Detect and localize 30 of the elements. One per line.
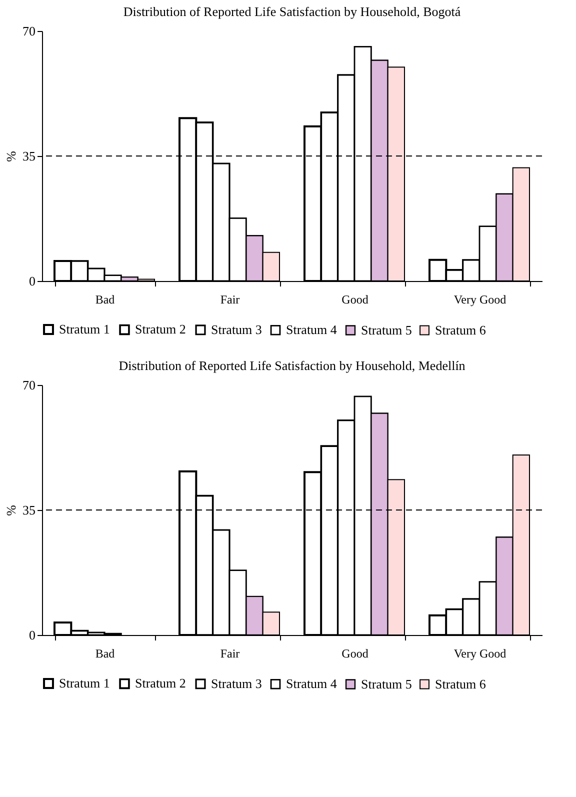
legend-label: Stratum 5: [361, 322, 412, 338]
y-axis-title: %: [4, 150, 18, 162]
x-tick-label: Fair: [220, 646, 240, 660]
legend-label: Stratum 3: [211, 322, 262, 337]
chart-title: Distribution of Reported Life Satisfaction by Household, Bogotá: [123, 4, 461, 19]
x-tick-label: Good: [342, 292, 368, 306]
legend-label: Stratum 2: [135, 676, 186, 691]
y-tick-label: 70: [22, 24, 36, 38]
legend-label: Stratum 3: [211, 676, 262, 691]
y-tick-label: 0: [29, 274, 36, 288]
y-tick-label: 0: [29, 628, 36, 642]
x-tick-label: Very Good: [454, 292, 506, 306]
x-tick-label: Bad: [95, 646, 115, 660]
y-tick-label: 70: [22, 378, 36, 392]
legend-label: Stratum 4: [286, 676, 338, 692]
legend-label: Stratum 1: [59, 676, 110, 691]
y-tick-label: 35: [22, 148, 36, 164]
y-axis-title: %: [4, 504, 18, 516]
legend-label: Stratum 6: [435, 676, 486, 692]
legend-label: Stratum 1: [59, 322, 110, 337]
legend-label: Stratum 5: [361, 676, 412, 692]
legend-label: Stratum 6: [435, 322, 486, 338]
legend-label: Stratum 2: [135, 322, 186, 337]
x-tick-label: Good: [342, 646, 368, 660]
chart-title: Distribution of Reported Life Satisfaction by Household, Medellín: [118, 358, 466, 373]
y-tick-label: 35: [22, 502, 36, 518]
legend-label: Stratum 4: [286, 322, 338, 338]
x-tick-label: Bad: [95, 292, 115, 306]
x-tick-label: Very Good: [454, 646, 506, 660]
x-tick-label: Fair: [220, 292, 240, 306]
